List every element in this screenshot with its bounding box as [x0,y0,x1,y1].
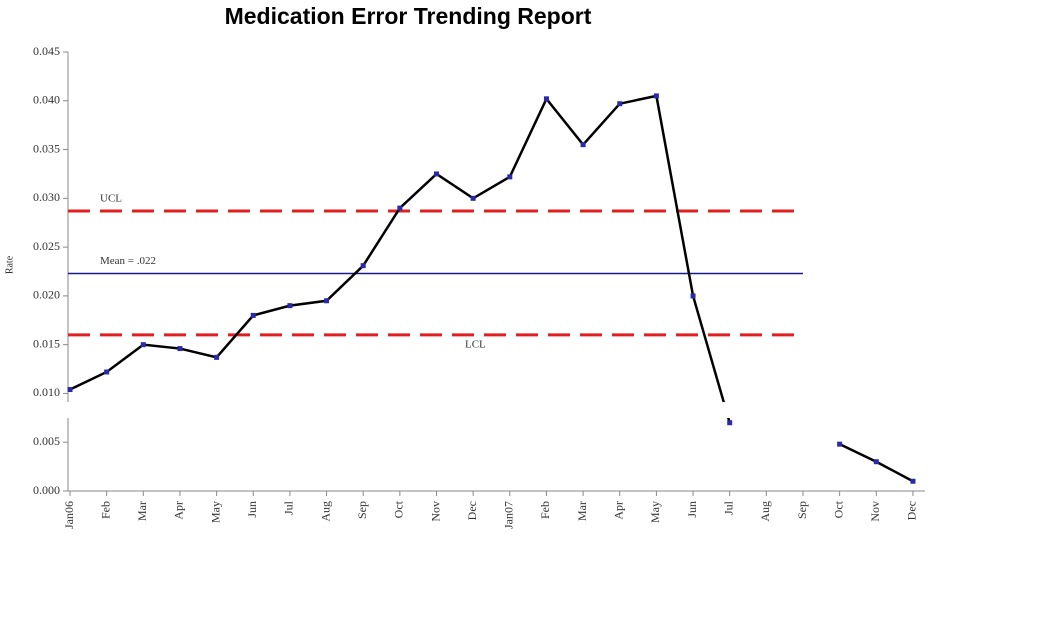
y-tick-label: 0.035 [33,141,60,155]
data-point [360,263,366,269]
data-point [250,312,256,318]
x-tick-label: Oct [392,500,406,518]
x-tick-label: Mar [135,501,149,521]
y-axis-label: Rate [4,255,15,274]
axis-break [67,402,927,418]
x-tick-label: Apr [612,501,626,520]
data-point [580,142,586,148]
x-tick-label: Nov [868,501,882,522]
x-tick-label: Jun [685,501,699,518]
x-tick-label: Apr [172,501,186,520]
x-tick-label: Dec [465,501,479,520]
y-tick-label: 0.015 [33,336,60,350]
reference-label: UCL [100,193,122,205]
x-tick-label: May [648,501,662,523]
y-tick-label: 0.000 [33,483,60,497]
x-tick-label: Feb [98,501,112,519]
x-tick-label: May [208,501,222,523]
x-tick-label: Jan06 [62,501,76,529]
data-point [140,342,146,348]
x-tick-label: Dec [905,501,919,520]
x-tick-label: Jun [245,501,259,518]
y-tick-label: 0.040 [33,93,60,107]
data-point [837,441,843,447]
data-line [69,94,914,483]
y-tick-label: 0.020 [33,288,60,302]
x-tick-label: Sep [355,501,369,519]
x-tick-label: Aug [318,501,332,522]
data-point [324,298,330,304]
data-point [177,346,183,352]
y-tick-label: 0.010 [33,385,60,399]
data-point [287,303,293,309]
data-point [67,387,73,393]
x-tick-label: Feb [538,501,552,519]
x-tick-label: Oct [831,500,845,518]
y-tick-label: 0.030 [33,190,60,204]
y-tick-label: 0.005 [33,434,60,448]
data-point [104,369,110,375]
y-tick-label: 0.025 [33,239,60,253]
x-tick-label: Sep [795,501,809,519]
data-point [727,420,733,426]
data-point [690,293,696,299]
data-point [873,459,879,465]
data-point [434,171,439,177]
y-tick-label: 0.045 [33,44,60,58]
data-point [507,174,513,180]
data-point [617,101,623,107]
x-tick-label: Mar [575,501,589,521]
data-point [543,96,549,102]
chart-title: Medication Error Trending Report [225,3,592,29]
data-point [653,93,659,99]
x-tick-label: Aug [758,501,772,522]
data-point [910,478,916,484]
x-tick-label: Nov [428,501,442,522]
data-point [397,205,403,211]
reference-label: LCL [465,338,486,350]
x-tick-label: Jul [721,500,735,515]
x-tick-label: Jan07 [502,501,516,529]
reference-label: Mean = .022 [100,255,156,267]
data-point [214,354,220,360]
x-tick-label: Jul [282,500,296,515]
data-point [470,195,476,201]
